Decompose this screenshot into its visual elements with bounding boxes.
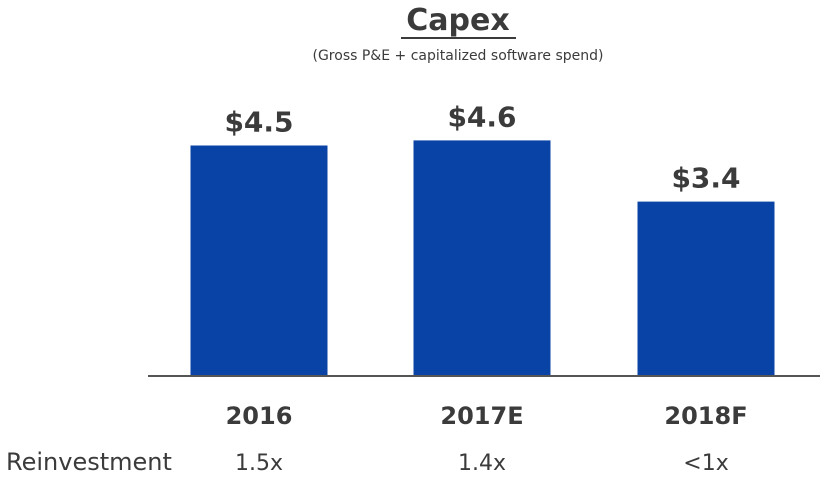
- bar-2017e: [413, 140, 551, 375]
- value-label: $4.5: [224, 106, 293, 139]
- chart-title: Capex: [406, 3, 509, 38]
- bar-2016: [190, 145, 328, 375]
- reinvestment-label: Reinvestment: [6, 448, 172, 476]
- reinvestment-values-group: 1.5x 1.4x <1x: [235, 451, 729, 476]
- chart-subtitle: (Gross P&E + capitalized software spend): [313, 48, 604, 64]
- reinvestment-value: <1x: [683, 451, 728, 476]
- bar-2018f: [637, 201, 775, 375]
- value-labels-group: $4.5 $4.6 $3.4: [224, 100, 740, 194]
- bars-group: [190, 140, 775, 375]
- category-label: 2016: [226, 402, 293, 430]
- reinvestment-value: 1.5x: [235, 451, 283, 476]
- value-label: $4.6: [447, 100, 516, 133]
- reinvestment-value: 1.4x: [458, 451, 506, 476]
- category-label: 2018F: [664, 402, 747, 430]
- category-label: 2017E: [440, 402, 523, 430]
- value-label: $3.4: [671, 162, 740, 195]
- category-labels-group: 2016 2017E 2018F: [226, 402, 748, 430]
